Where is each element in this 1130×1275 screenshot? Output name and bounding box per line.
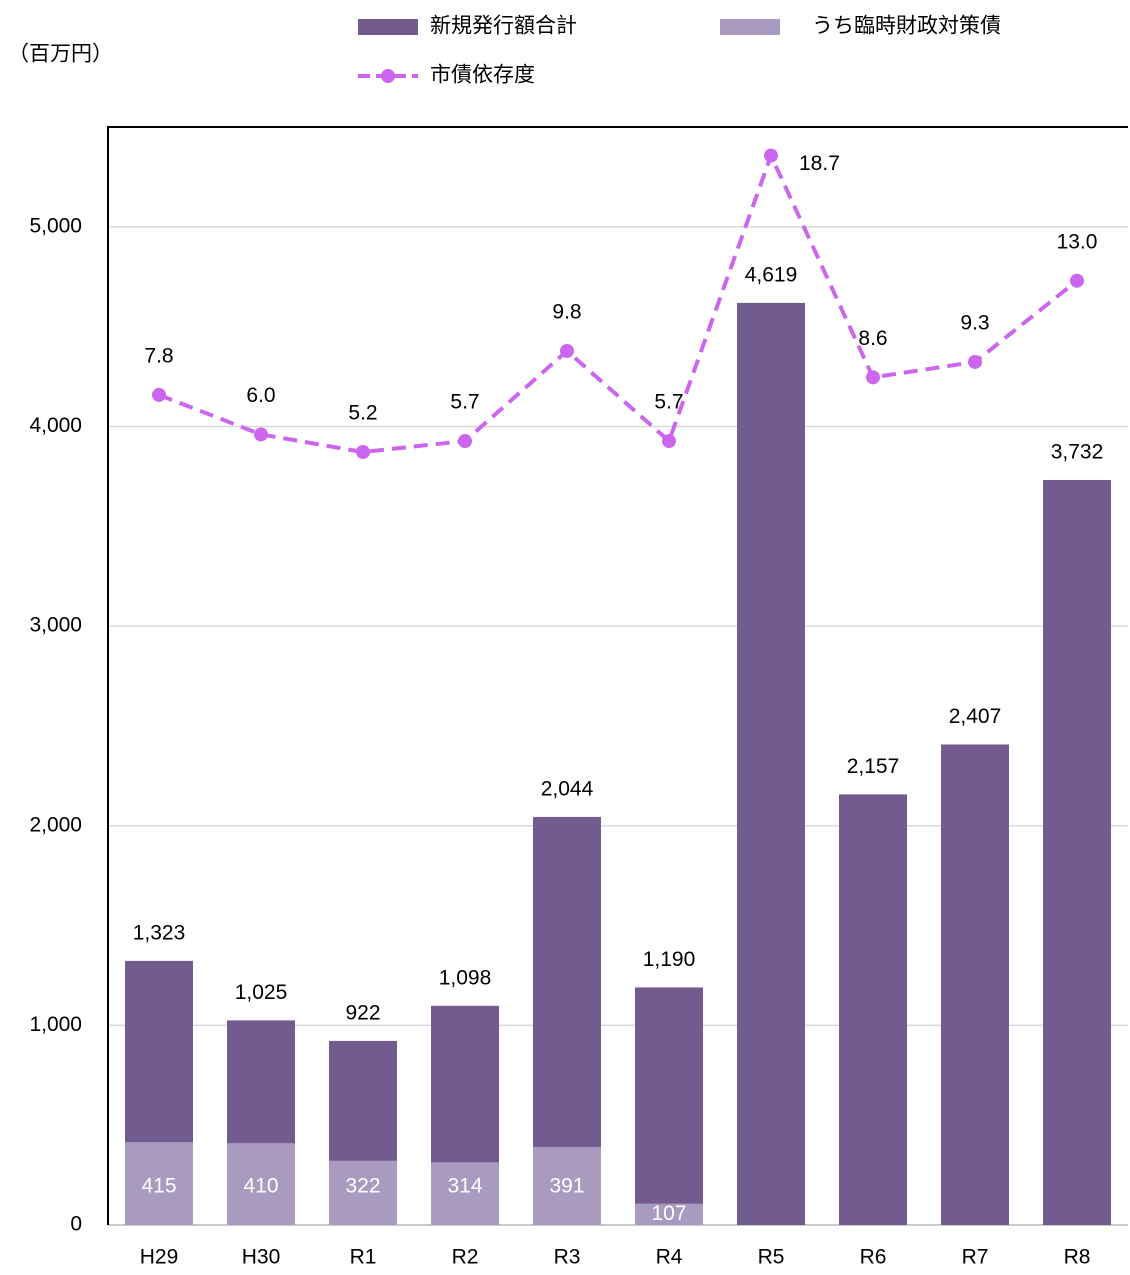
line-marker: [1070, 273, 1084, 288]
x-tick-label: R8: [1064, 1246, 1091, 1269]
line-value-label: 13.0: [1057, 230, 1098, 253]
line-value-label: 9.8: [552, 301, 581, 324]
bar-value-label: 3,732: [1051, 441, 1104, 464]
line-value-label: 9.3: [960, 312, 989, 335]
bar-value-label: 2,157: [847, 755, 900, 778]
line-value-label: 5.7: [450, 391, 479, 414]
x-tick-label: R4: [656, 1246, 683, 1269]
bar-inner-label: 415: [141, 1175, 176, 1198]
line: [158, 150, 1079, 455]
y-tick-label: 0: [70, 1213, 82, 1236]
plot-border: [107, 126, 1128, 1225]
bar: [941, 744, 1009, 1225]
bar: [227, 1143, 295, 1225]
line-marker: [968, 354, 982, 369]
line-value-label: 7.8: [144, 344, 173, 367]
bar: [431, 1162, 499, 1225]
y-tick-label: 1,000: [29, 1013, 82, 1036]
line-value-label: 18.7: [799, 152, 840, 175]
line-marker: [560, 343, 574, 358]
x-tick-label: R6: [860, 1246, 887, 1269]
line-value-label: 5.2: [348, 402, 377, 425]
bar-inner-label: 391: [549, 1175, 584, 1198]
line-marker: [458, 434, 472, 449]
bar-inner-label: 322: [345, 1175, 380, 1198]
line-value-label: 5.7: [654, 391, 683, 414]
bar-inner-label: 410: [243, 1175, 278, 1198]
bar-value-label: 1,190: [643, 948, 696, 971]
legend-label: 市債依存度: [430, 64, 535, 87]
bar-value-label: 2,044: [541, 777, 594, 800]
line-marker: [866, 370, 880, 385]
y-tick-label: 4,000: [29, 414, 82, 437]
bar: [533, 1146, 601, 1225]
bar-inner-label: 107: [651, 1202, 686, 1225]
y-tick-label: 5,000: [29, 214, 82, 237]
legend-swatch: [358, 19, 418, 35]
line-marker: [356, 445, 370, 460]
bar-value-label: 1,098: [439, 966, 492, 989]
line-value-label: 8.6: [858, 327, 887, 350]
bar-value-label: 922: [345, 1001, 380, 1024]
bar-value-label: 2,407: [949, 705, 1002, 728]
bar-value-label: 1,323: [133, 921, 186, 944]
bar: [737, 302, 805, 1225]
y-tick-label: 2,000: [29, 813, 82, 836]
x-tick-label: H30: [242, 1246, 281, 1269]
legend-swatch: [381, 69, 395, 83]
x-tick-label: R2: [452, 1246, 479, 1269]
bar: [635, 1203, 703, 1225]
line-marker: [152, 387, 166, 402]
line-value-label: 6.0: [246, 384, 275, 407]
bar-value-label: 1,025: [235, 981, 288, 1004]
legend-label: うち臨時財政対策債: [812, 15, 1001, 38]
bar: [839, 794, 907, 1225]
bar: [1043, 479, 1111, 1225]
x-tick-label: R5: [758, 1246, 785, 1269]
bar: [329, 1160, 397, 1225]
x-tick-label: R3: [554, 1246, 581, 1269]
line-marker: [662, 434, 676, 449]
x-tick-label: R1: [350, 1246, 377, 1269]
legend-label: 新規発行額合計: [430, 15, 577, 38]
x-tick-label: H29: [140, 1246, 179, 1269]
line-marker: [254, 427, 268, 442]
bar-value-label: 4,619: [745, 263, 798, 286]
bar: [125, 1142, 193, 1225]
legend-swatch: [720, 19, 780, 35]
bar: [635, 987, 703, 1225]
y-tick-label: 3,000: [29, 614, 82, 637]
bar-inner-label: 314: [447, 1175, 482, 1198]
y-axis-label: （百万円）: [8, 43, 113, 66]
x-tick-label: R7: [962, 1246, 989, 1269]
line-marker: [764, 148, 778, 163]
